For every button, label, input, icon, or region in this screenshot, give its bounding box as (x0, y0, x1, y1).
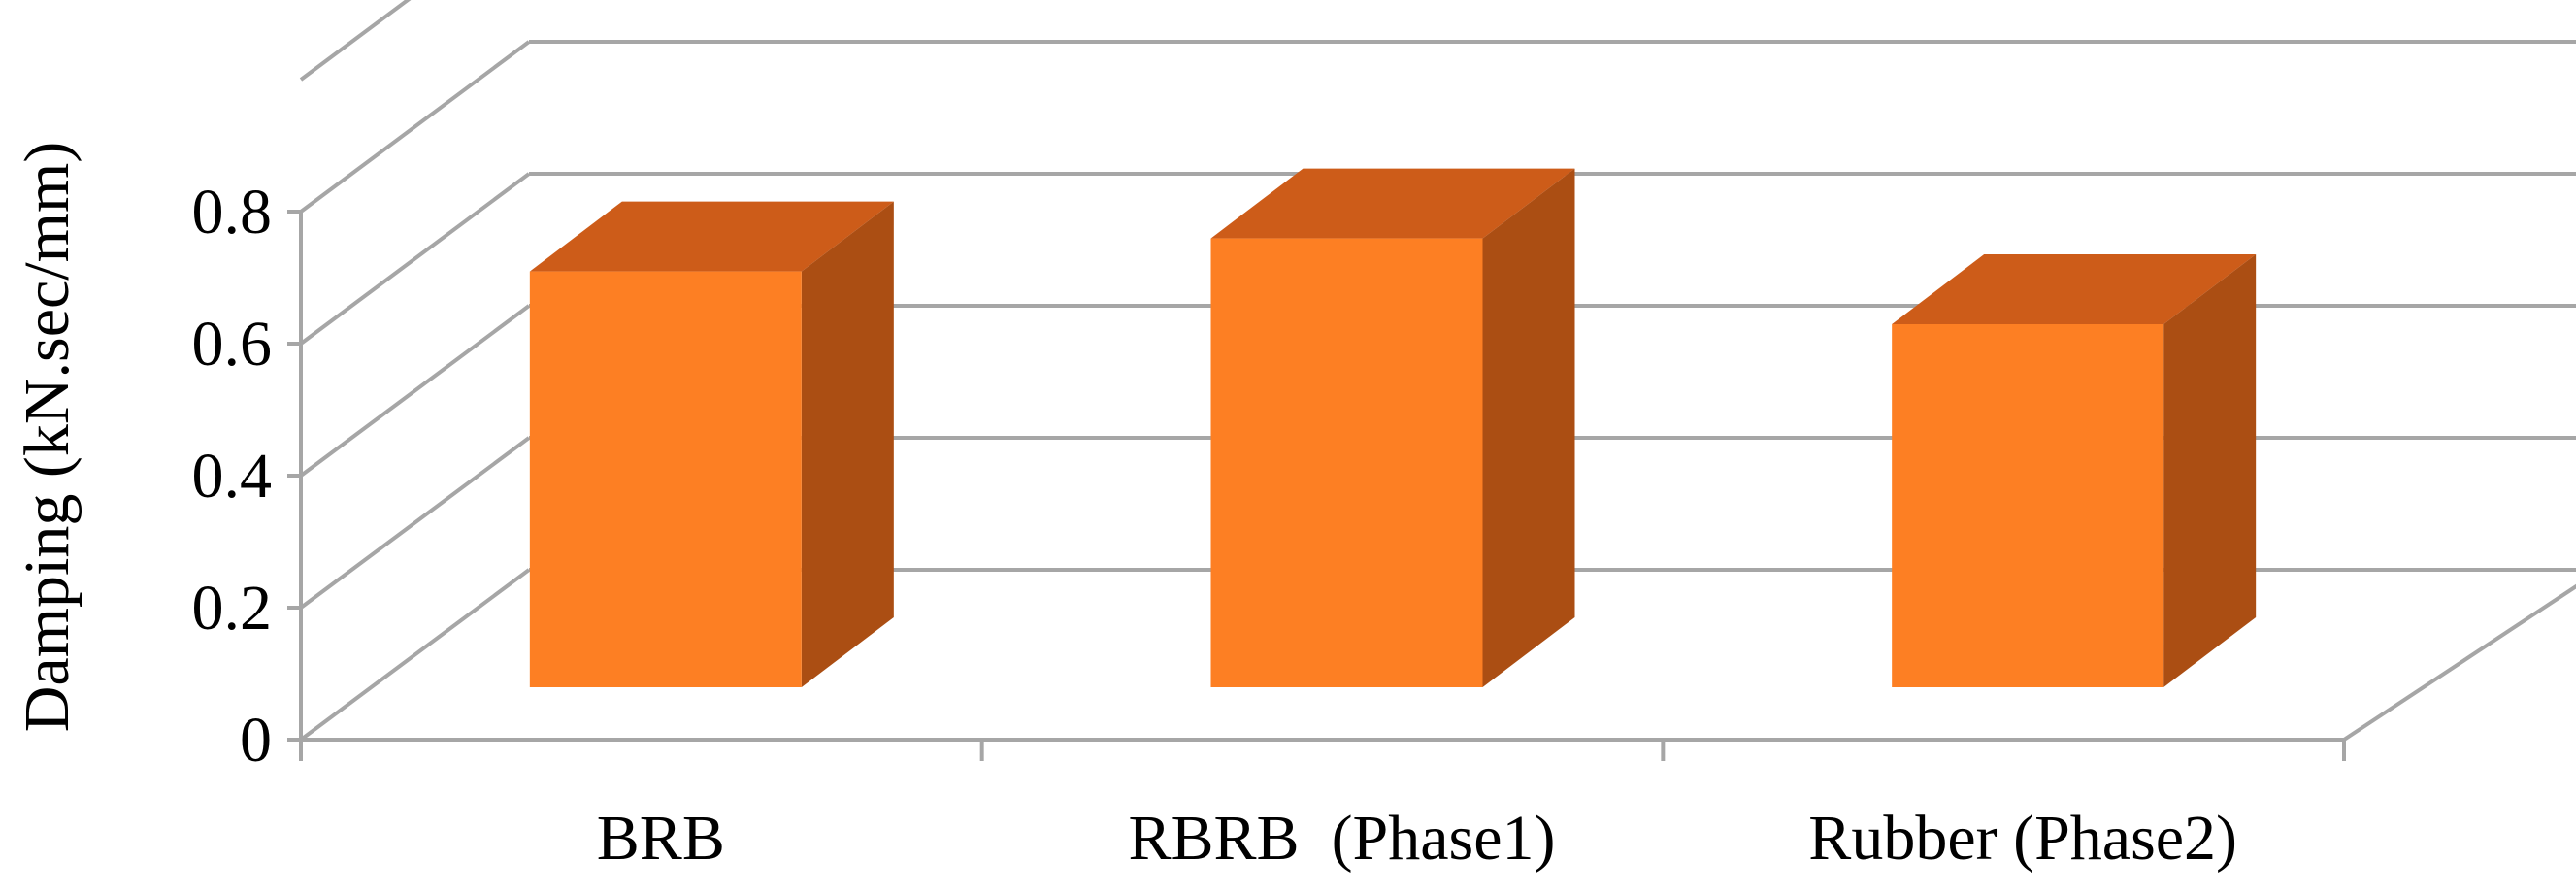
gridline-side (299, 0, 412, 82)
x-category-label: RBRB (Phase1) (1128, 803, 1555, 874)
bar-top (529, 201, 894, 272)
x-category-label: BRB (597, 803, 725, 874)
axes (287, 210, 2346, 761)
bar-front (1892, 324, 2164, 687)
gridline-side (299, 172, 531, 346)
y-axis-title: Damping (kN.sec/mm) (12, 142, 83, 733)
bar-front (1210, 238, 1483, 687)
bar-side (801, 201, 894, 687)
gridline-side (299, 568, 531, 742)
gridline-side (299, 436, 531, 610)
y-tick-label: 0.8 (192, 177, 273, 248)
y-tick-label: 0.2 (192, 573, 273, 644)
floor-edge (2342, 583, 2576, 742)
gridline-side (299, 40, 531, 214)
bar-2 (1892, 254, 2257, 687)
y-tick-label: 0.6 (192, 309, 273, 380)
bar-top (1210, 168, 1575, 239)
y-tick-label: 0.4 (192, 441, 273, 512)
bar-side (2163, 254, 2257, 687)
gridline-side (299, 304, 531, 478)
bar-0 (529, 201, 894, 687)
bar-side (1482, 168, 1575, 688)
bars (529, 168, 2257, 688)
x-category-labels: BRB RBRB (Phase1) Rubber (Phase2) (597, 803, 2237, 874)
y-tick-label: 0 (240, 705, 272, 776)
bar-front (529, 271, 802, 687)
y-tick-labels: 0 0.2 0.4 0.6 0.8 (192, 177, 273, 776)
bar-1 (1210, 168, 1575, 688)
bar-top (1892, 254, 2257, 324)
x-category-label: Rubber (Phase2) (1808, 803, 2237, 874)
